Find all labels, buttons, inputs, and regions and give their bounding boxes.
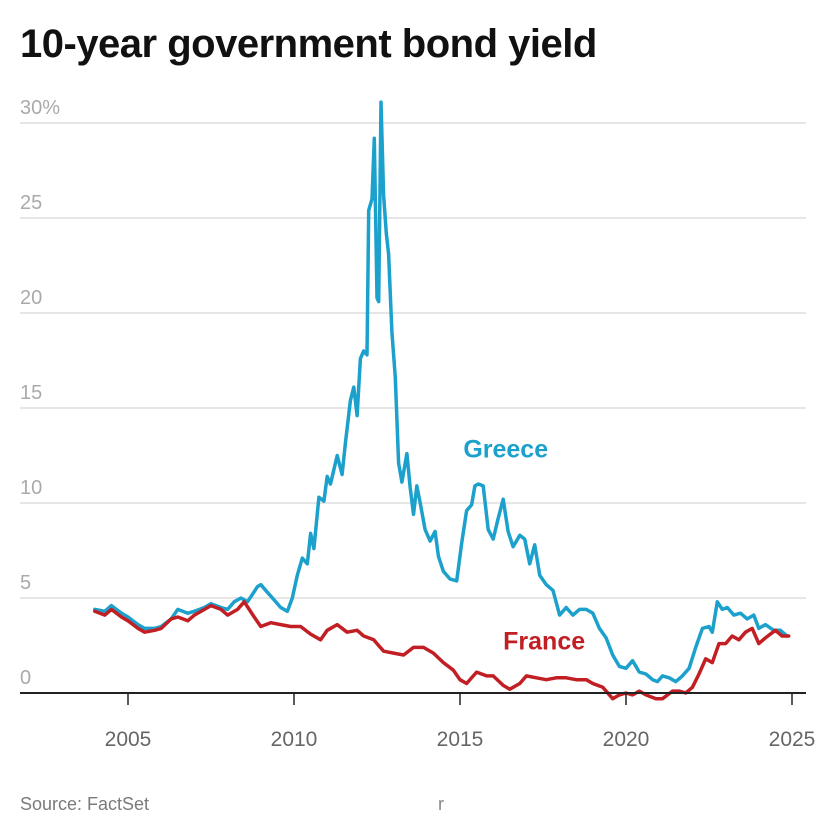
x-axis <box>20 692 806 705</box>
y-tick-label: 10 <box>20 477 42 499</box>
source-note: Source: FactSet <box>20 794 150 814</box>
x-tick-label: 2025 <box>769 728 816 751</box>
y-tick-label: 5 <box>20 572 31 594</box>
y-tick-label: 20 <box>20 287 42 309</box>
series-label-france: France <box>503 627 585 655</box>
y-tick-label: 15 <box>20 382 42 404</box>
chart-title: 10-year government bond yield <box>20 22 597 66</box>
y-axis-tick-labels: 0 5 10 15 20 25 30% <box>20 97 60 689</box>
x-tick-label: 2010 <box>271 728 318 751</box>
y-tick-label: 30% <box>20 97 60 119</box>
x-axis-tick-labels: 2005 2010 2015 2020 2025 <box>105 728 816 751</box>
x-tick-label: 2015 <box>437 728 484 751</box>
stray-mark: r <box>438 794 444 814</box>
y-tick-label: 0 <box>20 667 31 689</box>
gridlines <box>20 122 806 599</box>
series-labels: Greece France <box>463 435 585 655</box>
series-label-greece: Greece <box>463 435 548 463</box>
x-tick-label: 2005 <box>105 728 152 751</box>
series-line-greece <box>93 100 789 684</box>
series-lines <box>93 100 791 701</box>
x-tick-label: 2020 <box>603 728 650 751</box>
y-tick-label: 25 <box>20 192 42 214</box>
series-line-france <box>93 600 791 701</box>
